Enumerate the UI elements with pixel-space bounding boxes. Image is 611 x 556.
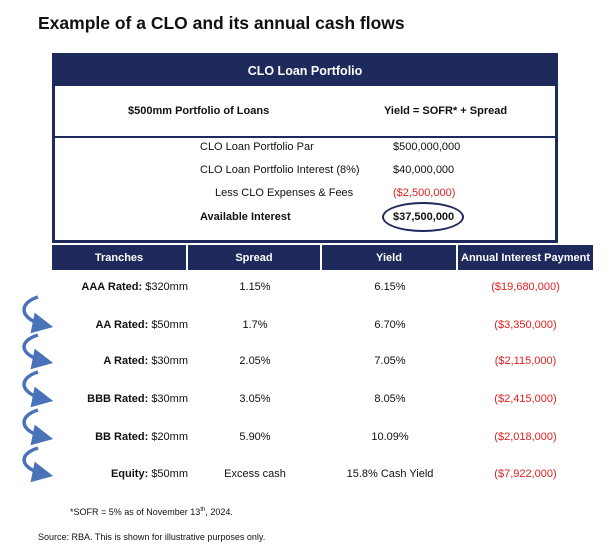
tranche-rating: BBB Rated:: [87, 393, 149, 405]
header-tranches: Tranches: [52, 245, 188, 270]
tranche-table-header: Tranches Spread Yield Annual Interest Pa…: [52, 245, 593, 270]
tranche-payment: ($7,922,000): [494, 468, 557, 480]
tranche-size: $30mm: [151, 393, 188, 405]
tranche-yield: 6.15%: [374, 281, 406, 293]
waterfall-arrow-icon: [22, 295, 54, 334]
yield-formula: Yield = SOFR* + Spread: [384, 105, 508, 117]
tranche-payment: ($3,350,000): [494, 319, 557, 331]
tranche-yield: 10.09%: [371, 431, 409, 443]
tranche-yield: 7.05%: [374, 355, 406, 367]
tranche-spread: Excess cash: [224, 468, 286, 480]
tranche-size: $50mm: [151, 319, 188, 331]
source-note: Source: RBA. This is shown for illustrat…: [38, 532, 266, 542]
tranche-payment: ($2,415,000): [494, 393, 557, 405]
portfolio-subheader: $500mm Portfolio of Loans Yield = SOFR* …: [55, 86, 555, 138]
tranche-yield: 15.8% Cash Yield: [346, 468, 434, 480]
tranche-size: $320mm: [145, 281, 188, 293]
tranche-rating: A Rated:: [103, 355, 149, 367]
tranche-spread: 2.05%: [239, 355, 271, 367]
portfolio-header: CLO Loan Portfolio: [55, 56, 555, 86]
header-yield: Yield: [322, 245, 458, 270]
tranche-size: $20mm: [151, 431, 188, 443]
tranche-spread: 1.15%: [239, 281, 271, 293]
table-row: BB Rated: $20mm 5.90% 10.09% ($2,018,000…: [52, 427, 593, 447]
tranche-spread: 3.05%: [239, 393, 271, 405]
tranche-rating: AAA Rated:: [81, 281, 143, 293]
waterfall-arrow-icon: [22, 408, 54, 446]
sofr-footnote: *SOFR = 5% as of November 13th, 2024.: [70, 507, 233, 517]
highlight-oval: [382, 202, 464, 232]
available-interest-label: Available Interest: [200, 211, 291, 223]
waterfall-arrow-icon: [22, 333, 54, 370]
tranche-size: $30mm: [151, 355, 188, 367]
interest-label: CLO Loan Portfolio Interest (8%): [200, 164, 360, 176]
header-payment: Annual Interest Payment: [458, 245, 593, 270]
table-row: AA Rated: $50mm 1.7% 6.70% ($3,350,000): [52, 315, 593, 335]
waterfall-arrow-icon: [22, 370, 54, 408]
tranche-payment: ($19,680,000): [491, 281, 560, 293]
tranche-yield: 6.70%: [374, 319, 406, 331]
table-row: Equity: $50mm Excess cash 15.8% Cash Yie…: [52, 464, 593, 484]
interest-value: $40,000,000: [393, 164, 455, 176]
tranche-payment: ($2,115,000): [494, 355, 557, 367]
par-label: CLO Loan Portfolio Par: [200, 141, 314, 153]
tranche-yield: 8.05%: [374, 393, 406, 405]
table-row: AAA Rated: $320mm 1.15% 6.15% ($19,680,0…: [52, 277, 593, 297]
portfolio-box: CLO Loan Portfolio $500mm Portfolio of L…: [52, 53, 558, 243]
table-row: BBB Rated: $30mm 3.05% 8.05% ($2,415,000…: [52, 389, 593, 409]
par-value: $500,000,000: [393, 141, 461, 153]
tranche-payment: ($2,018,000): [494, 431, 557, 443]
header-spread: Spread: [188, 245, 322, 270]
portfolio-size: $500mm Portfolio of Loans: [128, 105, 270, 117]
tranche-rating: Equity:: [110, 468, 149, 480]
page-title: Example of a CLO and its annual cash flo…: [38, 13, 405, 33]
tranche-size: $50mm: [151, 468, 188, 480]
tranche-spread: 5.90%: [239, 431, 271, 443]
tranche-spread: 1.7%: [242, 319, 268, 331]
tranche-rating: BB Rated:: [95, 431, 149, 443]
expenses-label: Less CLO Expenses & Fees: [215, 187, 354, 199]
waterfall-arrow-icon: [22, 446, 54, 483]
tranche-rating: AA Rated:: [95, 319, 149, 331]
table-row: A Rated: $30mm 2.05% 7.05% ($2,115,000): [52, 351, 593, 371]
expenses-value: ($2,500,000): [393, 187, 456, 199]
